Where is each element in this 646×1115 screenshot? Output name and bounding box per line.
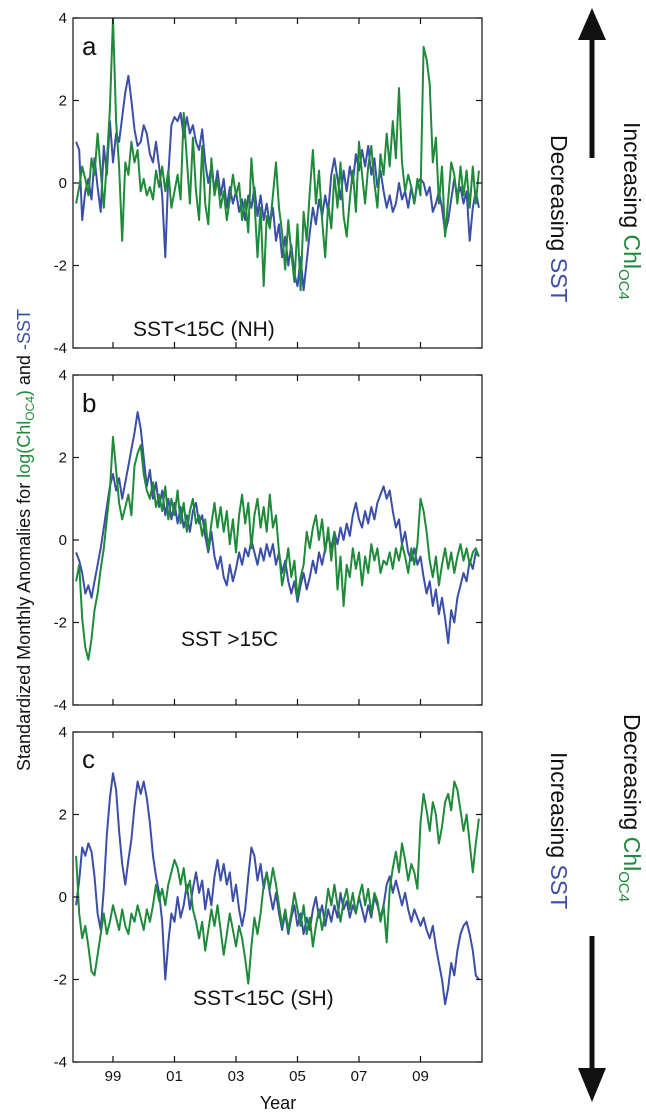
panel-c-lines [75, 772, 480, 1006]
side-bottom-inner-prefix: Increasing [546, 752, 572, 865]
panel-a-series-chl-line [75, 18, 480, 292]
panel-c-series-sst-line [75, 772, 480, 1006]
panel-b-series-sst-line [75, 411, 480, 645]
panel-c-x-tick-label: 09 [412, 1068, 429, 1085]
panel-b: -4 -2 0 2 4 b SST >15C [54, 367, 483, 714]
panel-b-y-tick-label: -4 [54, 697, 67, 714]
panel-c-letter: c [82, 744, 95, 774]
side-top-outer-prefix: Increasing [619, 122, 645, 235]
y-axis-title: Standardized Monthly Anomalies for log(C… [14, 309, 37, 771]
panel-a-y-tick-label: 0 [59, 175, 67, 192]
panel-c-y-tick-label: 4 [59, 724, 67, 741]
arrow-down-icon [578, 936, 606, 1102]
panel-c-y-tick-label: 0 [59, 889, 67, 906]
panel-c-x-tick-label: 03 [228, 1068, 245, 1085]
panel-c-y-tick-label: -4 [54, 1054, 67, 1071]
panel-c-y-tick-label: -2 [54, 972, 67, 989]
side-label-top-inner: Decreasing SST [546, 135, 572, 302]
panel-b-y-tick-label: 2 [59, 450, 67, 467]
panel-b-annotation: SST >15C [181, 628, 278, 651]
panel-a-annotation: SST<15C (NH) [133, 318, 275, 341]
panel-c-x-tick-label: 99 [105, 1068, 122, 1085]
panel-a-ticks: -4 -2 0 2 4 [54, 10, 482, 357]
side-bottom-outer-sub: OC4 [615, 871, 632, 902]
panel-b-series-chl-line [75, 435, 480, 661]
arrow-up-icon [578, 8, 606, 158]
side-bottom-outer-prefix: Decreasing [619, 714, 645, 837]
panel-a-y-tick-label: 4 [59, 10, 67, 27]
side-top-inner-sst: SST [546, 258, 572, 303]
panel-b-ticks: -4 -2 0 2 4 [54, 367, 482, 714]
panel-c-ticks: -4 -2 0 2 4 99 01 03 05 07 09 [54, 724, 482, 1085]
side-label-bottom-inner: Increasing SST [546, 752, 572, 909]
panel-b-y-tick-label: 4 [59, 367, 67, 384]
side-top-outer-sub: OC4 [615, 269, 632, 300]
panel-a: -4 -2 0 2 4 a SST<15C (NH) [54, 10, 483, 357]
panel-b-y-tick-label: 0 [59, 532, 67, 549]
panel-a-letter: a [82, 31, 97, 61]
panel-c-x-tick-label: 07 [351, 1068, 368, 1085]
side-top-outer-chl: Chl [619, 235, 645, 270]
panel-c: -4 -2 0 2 4 99 01 03 05 07 09 c SST<15C (SH) [54, 724, 483, 1085]
y-axis-title-prefix: Standardized Monthly Anomalies for [14, 478, 34, 771]
panel-c-series-chl-line [75, 780, 480, 985]
y-axis-title-and: and [14, 350, 34, 390]
y-axis-title-sst: -SST [14, 309, 34, 350]
panel-a-y-tick-label: -4 [54, 340, 67, 357]
side-bottom-inner-sst: SST [546, 865, 572, 910]
panel-b-letter: b [82, 388, 96, 418]
panel-c-x-tick-label: 05 [289, 1068, 306, 1085]
panel-b-lines [75, 411, 480, 661]
y-axis-title-close: ) [14, 390, 34, 396]
panel-a-y-tick-label: -2 [54, 258, 67, 275]
panel-b-y-tick-label: -2 [54, 615, 67, 632]
side-label-top-outer: Increasing ChlOC4 [615, 122, 645, 300]
y-axis-title-log: log(Chl [14, 421, 34, 478]
panel-c-annotation: SST<15C (SH) [193, 987, 334, 1010]
side-label-bottom-outer: Decreasing ChlOC4 [615, 714, 645, 902]
x-axis-title: Year [260, 1093, 296, 1113]
side-bottom-outer-chl: Chl [619, 837, 645, 872]
side-top-inner-prefix: Decreasing [546, 135, 572, 258]
panel-a-y-tick-label: 2 [59, 93, 67, 110]
y-axis-title-sub: OC4 [23, 396, 37, 421]
panel-c-x-tick-label: 01 [166, 1068, 183, 1085]
panel-a-lines [75, 18, 480, 292]
panel-c-y-tick-label: 2 [59, 807, 67, 824]
